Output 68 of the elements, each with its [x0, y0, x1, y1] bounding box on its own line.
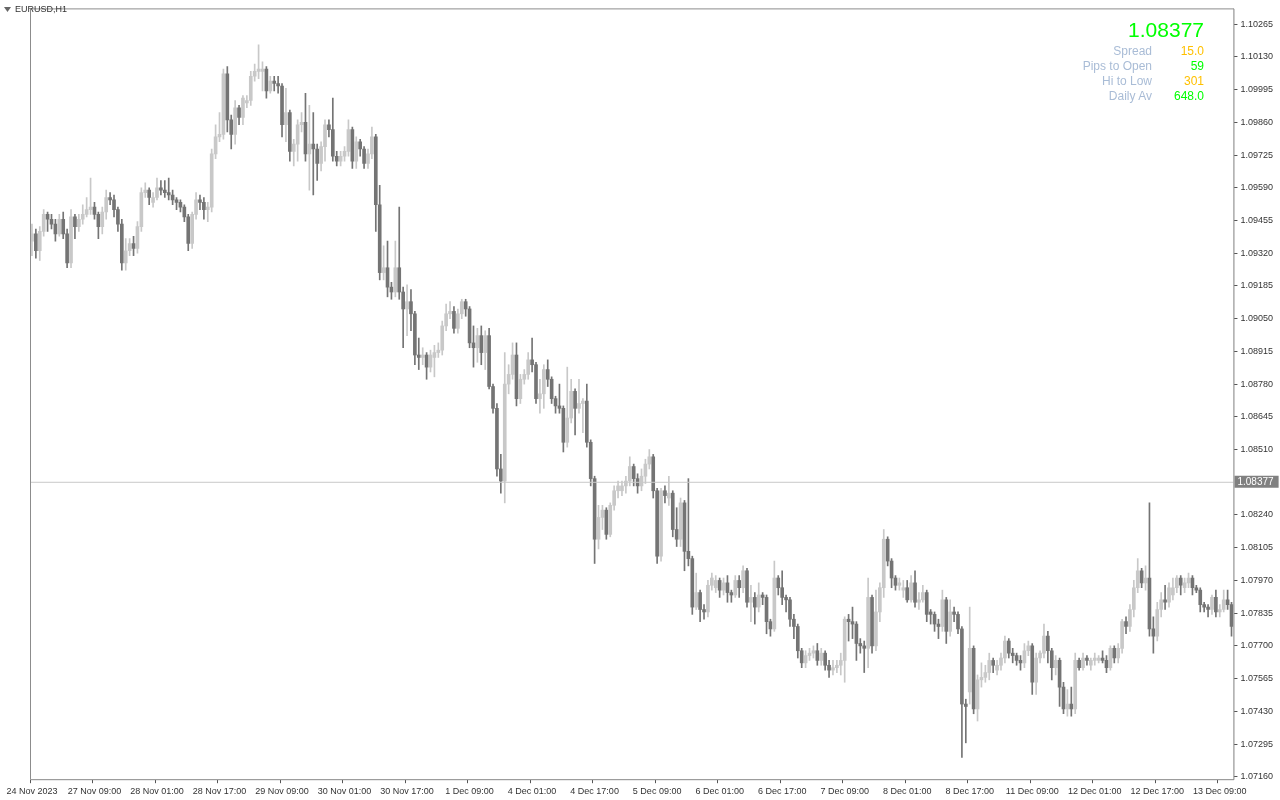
candlestick — [405, 284, 409, 336]
annotation: Hi to Low — [1101, 74, 1152, 89]
x-tick-label: 30 Nov 17:00 — [380, 786, 434, 797]
x-tick-label: 5 Dec 09:00 — [632, 786, 682, 797]
ref-line-label: 1.08377 — [1237, 475, 1275, 487]
x-tick-label: 11 Dec 09:00 — [1005, 786, 1059, 797]
candlestick — [1069, 686, 1074, 717]
y-tick-label: 1.09320 — [1240, 247, 1274, 258]
annotation: Daily Av — [1108, 89, 1152, 104]
y-tick-label: 1.09185 — [1240, 280, 1274, 291]
annotation: 59 — [1189, 59, 1204, 74]
annotation: Pips to Open — [1082, 59, 1152, 74]
annotation: Spread — [1113, 44, 1152, 59]
candlestick — [1163, 584, 1167, 610]
x-tick-label: 6 Dec 17:00 — [757, 786, 807, 797]
candlestick — [749, 584, 753, 622]
annotation: 301 — [1182, 74, 1204, 89]
x-tick-label: 8 Dec 01:00 — [882, 786, 932, 797]
x-tick-label: 28 Nov 17:00 — [192, 786, 247, 797]
x-tick-label: 12 Dec 17:00 — [1130, 786, 1185, 797]
x-tick-label: 8 Dec 17:00 — [945, 786, 994, 797]
y-tick-label: 1.08645 — [1240, 411, 1274, 422]
y-tick-label: 1.09860 — [1240, 116, 1274, 127]
x-tick-label: 1 Dec 09:00 — [445, 786, 494, 797]
x-tick-label: 12 Dec 01:00 — [1067, 786, 1122, 797]
y-tick-label: 1.07565 — [1240, 673, 1274, 684]
y-tick-label: 1.07430 — [1240, 705, 1274, 716]
y-tick-label: 1.07700 — [1240, 640, 1274, 651]
y-tick-label: 1.09455 — [1240, 214, 1274, 225]
x-tick-label: 4 Dec 01:00 — [507, 786, 557, 797]
annotation: 648.0 — [1172, 89, 1204, 104]
y-tick-label: 1.09590 — [1240, 182, 1274, 193]
chart-title: EURUSD,H1 — [15, 4, 68, 14]
y-tick-label: 1.07835 — [1240, 607, 1274, 618]
candlestick — [1206, 604, 1210, 618]
y-tick-label: 1.07295 — [1240, 738, 1274, 749]
candlestick — [862, 640, 867, 673]
y-tick-label: 1.10265 — [1240, 18, 1274, 29]
y-tick-label: 1.10130 — [1240, 51, 1274, 62]
candlestick — [1085, 655, 1089, 666]
y-tick-label: 1.09725 — [1240, 149, 1274, 160]
y-tick-label: 1.07160 — [1240, 771, 1274, 782]
x-tick-label: 7 Dec 09:00 — [820, 786, 869, 797]
x-tick-label: 13 Dec 09:00 — [1193, 786, 1247, 797]
y-tick-label: 1.08780 — [1240, 378, 1274, 389]
y-tick-label: 1.09995 — [1240, 84, 1274, 95]
annotation: 15.0 — [1179, 44, 1204, 59]
candlestick — [420, 347, 425, 366]
annotation: 1.08377 — [1127, 18, 1204, 42]
y-tick-label: 1.07970 — [1240, 574, 1274, 585]
y-tick-label: 1.09050 — [1240, 313, 1274, 324]
x-tick-label: 4 Dec 17:00 — [570, 786, 619, 797]
x-tick-label: 24 Nov 2023 — [6, 786, 58, 797]
candlestick — [901, 580, 906, 598]
y-tick-label: 1.08915 — [1240, 345, 1274, 356]
x-tick-label: 29 Nov 09:00 — [255, 786, 309, 797]
candlestick — [1092, 652, 1097, 666]
candlestick — [166, 177, 171, 201]
candlestick — [284, 88, 288, 143]
x-tick-label: 30 Nov 01:00 — [317, 786, 372, 797]
y-tick-label: 1.08240 — [1240, 509, 1274, 520]
x-tick-label: 6 Dec 01:00 — [695, 786, 744, 797]
x-tick-label: 28 Nov 01:00 — [130, 786, 184, 797]
x-tick-label: 27 Nov 09:00 — [67, 786, 122, 797]
y-tick-label: 1.08510 — [1240, 444, 1274, 455]
candlestick — [831, 660, 835, 676]
candlestick — [272, 75, 277, 92]
y-tick-label: 1.08105 — [1240, 542, 1274, 553]
